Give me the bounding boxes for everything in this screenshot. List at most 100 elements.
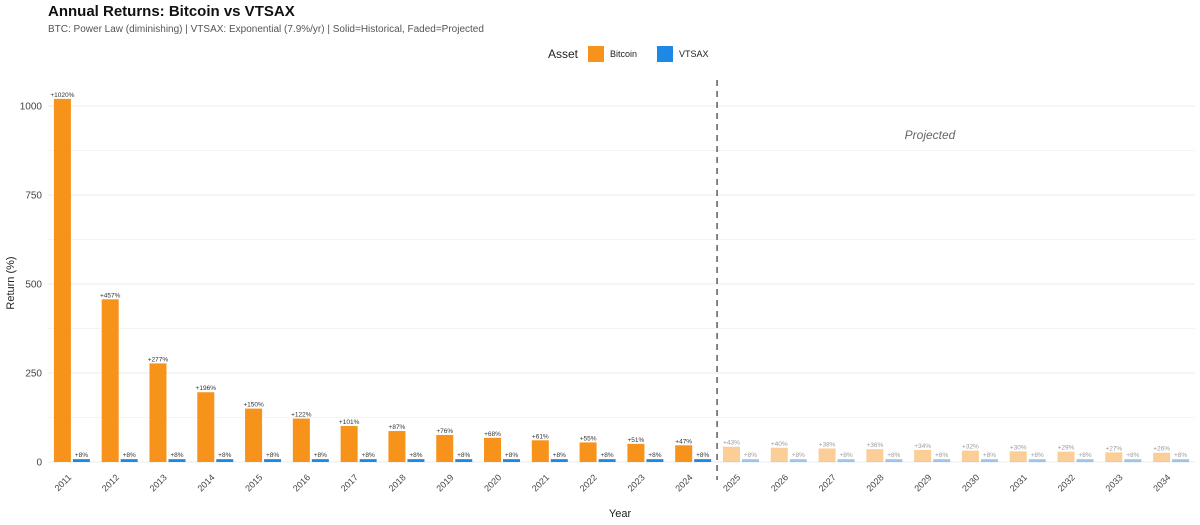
bar-vtsax-2015: [264, 459, 282, 462]
bar-label-bitcoin-2012: +457%: [100, 292, 121, 299]
chart-subtitle: BTC: Power Law (diminishing) | VTSAX: Ex…: [48, 24, 484, 35]
bar-bitcoin-2019: [436, 434, 454, 462]
bar-vtsax-2028: [885, 459, 903, 462]
bar-label-bitcoin-2031: +30%: [1010, 444, 1027, 451]
bar-vtsax-2021: [550, 459, 568, 462]
bar-bitcoin-2025: [722, 446, 740, 462]
x-tick-label-2029: 2029: [912, 472, 933, 493]
bar-vtsax-2033: [1124, 459, 1142, 462]
bar-label-bitcoin-2028: +36%: [866, 442, 883, 449]
bar-bitcoin-2031: [1009, 451, 1027, 462]
x-tick-label-2016: 2016: [291, 472, 312, 493]
legend: Asset Bitcoin VTSAX: [548, 46, 723, 62]
bar-label-bitcoin-2017: +101%: [339, 419, 360, 426]
bar-vtsax-2034: [1172, 459, 1190, 462]
x-tick-label-2018: 2018: [387, 472, 408, 493]
bar-bitcoin-2018: [388, 431, 406, 462]
bar-bitcoin-2013: [149, 363, 167, 462]
bar-bitcoin-2023: [627, 443, 645, 462]
bar-label-bitcoin-2016: +122%: [291, 412, 312, 419]
bar-label-bitcoin-2033: +27%: [1105, 445, 1122, 452]
x-tick-label-2030: 2030: [960, 472, 981, 493]
bar-label-vtsax-2017: +8%: [362, 452, 375, 459]
y-tick-label: 500: [25, 280, 42, 291]
bar-vtsax-2026: [789, 459, 807, 462]
annotation-projected: Projected: [905, 128, 956, 142]
legend-item-vtsax: VTSAX: [657, 46, 709, 62]
y-tick-label: 0: [36, 458, 42, 469]
bar-label-bitcoin-2024: +47%: [675, 438, 692, 445]
bar-label-vtsax-2011: +8%: [75, 452, 88, 459]
bar-label-bitcoin-2013: +277%: [148, 356, 169, 363]
bar-label-bitcoin-2011: +1020%: [50, 92, 74, 99]
x-tick-label-2017: 2017: [339, 472, 360, 493]
bar-bitcoin-2011: [53, 98, 71, 462]
bar-bitcoin-2015: [245, 408, 263, 462]
bar-label-vtsax-2032: +8%: [1078, 452, 1091, 459]
bar-vtsax-2012: [120, 459, 138, 462]
bar-vtsax-2018: [407, 459, 425, 462]
bar-vtsax-2019: [455, 459, 473, 462]
bar-label-vtsax-2026: +8%: [792, 452, 805, 459]
bar-vtsax-2025: [741, 459, 759, 462]
bar-label-vtsax-2034: +8%: [1174, 452, 1187, 459]
bar-label-vtsax-2029: +8%: [935, 452, 948, 459]
x-tick-label-2021: 2021: [530, 472, 551, 493]
x-tick-label-2026: 2026: [769, 472, 790, 493]
bar-bitcoin-2014: [197, 392, 215, 462]
x-tick-label-2012: 2012: [100, 472, 121, 493]
x-tick-label-2023: 2023: [626, 472, 647, 493]
x-tick-label-2031: 2031: [1008, 472, 1029, 493]
x-tick-label-2019: 2019: [434, 472, 455, 493]
bar-bitcoin-2016: [292, 418, 310, 462]
chart-title: Annual Returns: Bitcoin vs VTSAX: [48, 3, 295, 20]
bar-bitcoin-2024: [675, 445, 693, 462]
y-tick-label: 750: [25, 191, 42, 202]
bar-label-vtsax-2024: +8%: [696, 452, 709, 459]
x-tick-label-2034: 2034: [1151, 472, 1172, 493]
bar-label-bitcoin-2015: +150%: [243, 402, 264, 409]
bar-vtsax-2014: [216, 459, 234, 462]
bar-label-bitcoin-2018: +87%: [389, 424, 406, 431]
bar-label-vtsax-2019: +8%: [457, 452, 470, 459]
bar-bitcoin-2032: [1057, 451, 1075, 462]
bar-bitcoin-2020: [484, 437, 502, 462]
bar-label-vtsax-2021: +8%: [553, 452, 566, 459]
legend-label-bitcoin: Bitcoin: [610, 49, 638, 59]
bar-label-vtsax-2025: +8%: [744, 452, 757, 459]
bar-bitcoin-2028: [866, 449, 884, 462]
bar-label-bitcoin-2029: +34%: [914, 443, 931, 450]
x-tick-label-2020: 2020: [482, 472, 503, 493]
bar-vtsax-2031: [1028, 459, 1046, 462]
bar-label-bitcoin-2020: +68%: [484, 431, 501, 438]
bar-label-vtsax-2030: +8%: [983, 452, 996, 459]
bar-label-vtsax-2028: +8%: [887, 452, 900, 459]
bar-vtsax-2016: [311, 459, 329, 462]
bar-bitcoin-2029: [914, 449, 932, 462]
bar-vtsax-2020: [503, 459, 521, 462]
bar-vtsax-2022: [598, 459, 616, 462]
bar-label-vtsax-2020: +8%: [505, 452, 518, 459]
legend-item-bitcoin: Bitcoin: [588, 46, 637, 62]
x-tick-label-2033: 2033: [1103, 472, 1124, 493]
legend-title: Asset: [548, 47, 579, 61]
bar-bitcoin-2012: [101, 299, 119, 462]
x-tick-label-2027: 2027: [817, 472, 838, 493]
x-tick-label-2028: 2028: [865, 472, 886, 493]
bar-label-vtsax-2027: +8%: [839, 452, 852, 459]
bar-bitcoin-2021: [531, 440, 549, 462]
bar-vtsax-2013: [168, 459, 186, 462]
legend-swatch-bitcoin: [588, 46, 605, 62]
y-axis-title: Return (%): [5, 256, 17, 309]
bar-vtsax-2024: [694, 459, 712, 462]
bar-bitcoin-2034: [1153, 452, 1171, 462]
bar-bitcoin-2030: [961, 450, 979, 462]
x-tick-label-2015: 2015: [243, 472, 264, 493]
y-tick-label: 250: [25, 369, 42, 380]
bar-label-vtsax-2022: +8%: [601, 452, 614, 459]
bar-label-bitcoin-2032: +29%: [1058, 445, 1075, 452]
bar-label-bitcoin-2014: +196%: [196, 385, 217, 392]
bar-label-vtsax-2012: +8%: [123, 452, 136, 459]
bar-vtsax-2027: [837, 459, 855, 462]
